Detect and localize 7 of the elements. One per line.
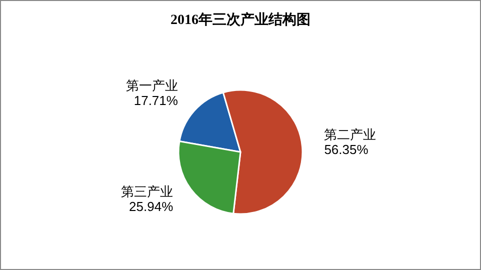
data-label: 25.94% — [129, 199, 174, 214]
slice-label: 第三产业 — [121, 184, 174, 200]
data-label: 56.35% — [324, 142, 369, 157]
slice-label: 第一产业 — [126, 78, 178, 93]
data-label: 17.71% — [134, 92, 178, 108]
slice-label: 第二产业 — [324, 126, 376, 142]
chart-title: 2016年三次产业结构图 — [170, 11, 310, 28]
